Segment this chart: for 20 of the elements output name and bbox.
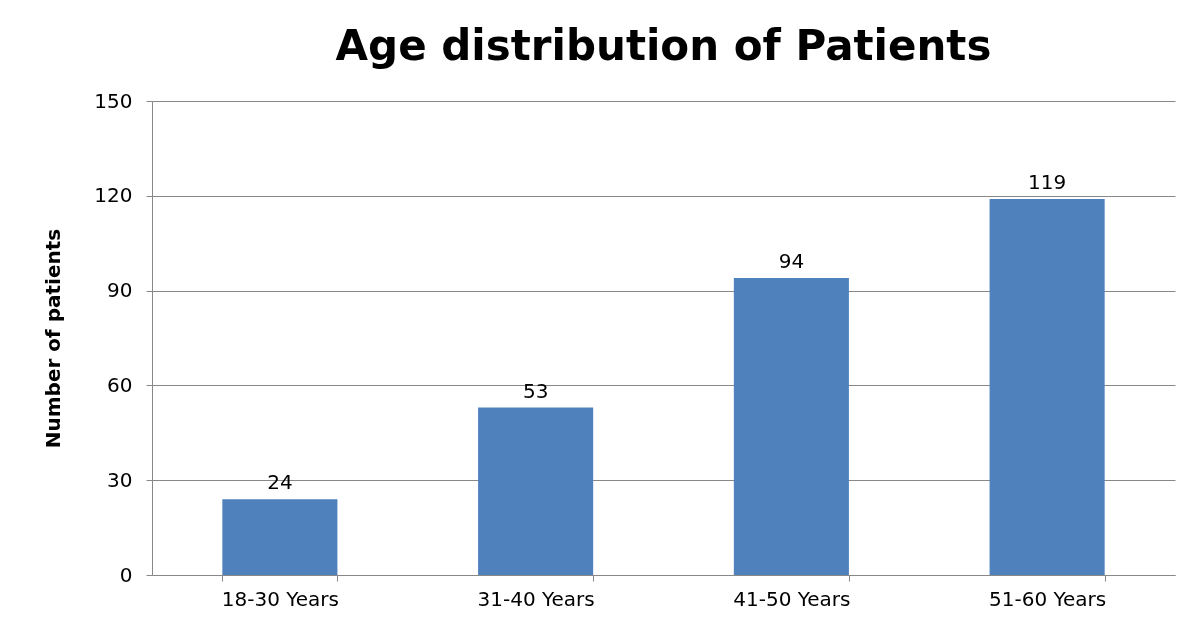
y-tick-label: 0	[119, 562, 133, 587]
data-label: 24	[267, 470, 293, 495]
x-tick-label: 41-50 Years	[733, 586, 851, 611]
y-tick-label: 90	[107, 278, 133, 303]
y-tick-label: 120	[94, 183, 133, 208]
bar	[478, 407, 594, 575]
x-tick-label: 31-40 Years	[477, 586, 595, 611]
x-tick-label: 51-60 Years	[989, 586, 1107, 611]
bar	[733, 277, 849, 575]
data-label: 53	[522, 378, 549, 403]
y-tick-label: 30	[107, 467, 133, 492]
chart-title: Age distribution of Patients	[335, 21, 992, 70]
y-tick-label: 150	[94, 88, 133, 113]
data-label: 94	[778, 248, 805, 273]
bar	[222, 499, 338, 575]
bar	[989, 198, 1105, 575]
y-axis-title: Number of patients	[41, 228, 66, 449]
data-label: 119	[1028, 169, 1067, 194]
x-tick-label: 18-30 Years	[221, 586, 339, 611]
y-tick-label: 60	[107, 372, 133, 397]
